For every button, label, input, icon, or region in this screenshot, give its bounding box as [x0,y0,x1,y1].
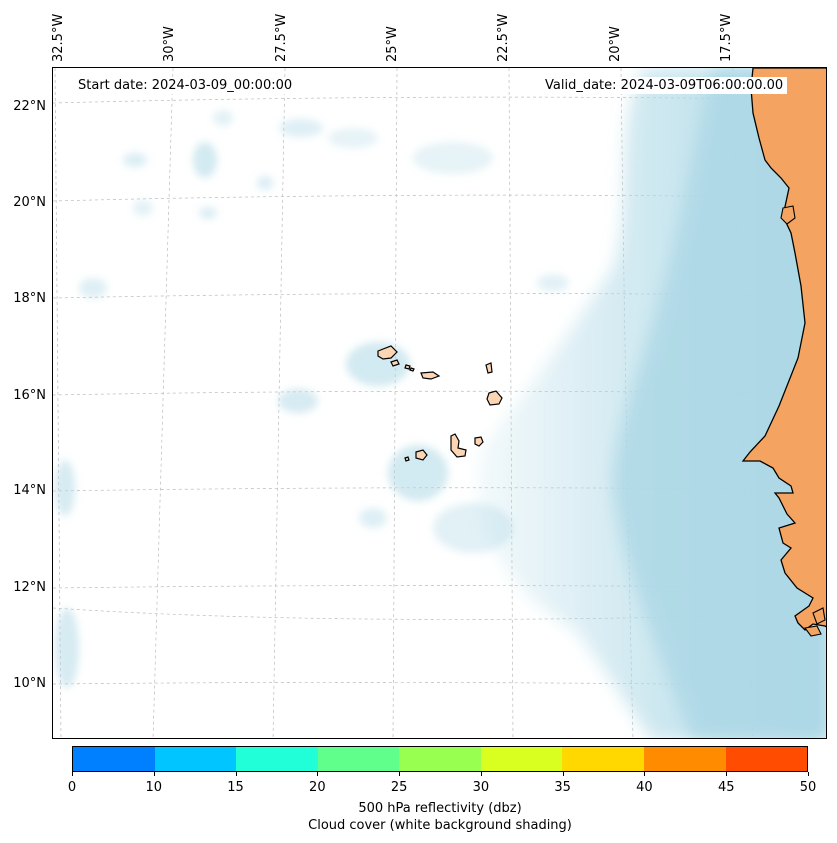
latitude-label: 16°N [13,388,46,403]
colorbar-tick-label: 0 [67,780,77,795]
longitude-label: 30°W [162,26,177,62]
colorbar-tick-label: 25 [390,780,408,795]
longitude-label: 27.5°W [274,13,289,62]
colorbar-tick-label: 40 [636,780,653,795]
colorbar-segment [154,747,237,771]
colorbar-tick-label: 45 [717,780,735,795]
colorbar-tick-label: 20 [309,780,326,795]
start-date-label: Start date: 2024-03-09_00:00:00 [74,77,297,94]
colorbar-tick-mark [399,772,401,776]
colorbar-tick-label: 30 [472,780,490,795]
colorbar-segment [399,747,481,771]
longitude-label: 22.5°W [496,13,511,62]
colorbar-segment [73,747,155,771]
latitude-label: 14°N [13,483,46,498]
colorbar-segment [317,747,400,771]
colorbar-tick-mark [317,772,319,776]
colorbar-segment [562,747,644,771]
colorbar-tick-label: 35 [554,780,571,795]
cape-verde-islands [377,345,503,462]
colorbar-tick-mark [562,772,564,776]
colorbar-tick-mark [644,772,646,776]
longitude-label: 17.5°W [719,13,734,62]
colorbar-tick-mark [726,772,728,776]
latitude-label: 22°N [13,99,46,114]
latitude-label: 10°N [13,676,46,691]
colorbar-tick-mark [235,772,237,776]
colorbar-tick-label: 50 [799,780,817,795]
colorbar-tick-label: 10 [145,780,163,795]
colorbar-segment [643,747,726,771]
africa-coastline [741,68,826,631]
reflectivity-colorbar [72,746,808,772]
colorbar-label: 500 hPa reflectivity (dbz) [358,801,522,816]
colorbar-tick-mark [480,772,482,776]
colorbar-sublabel: Cloud cover (white background shading) [308,818,572,833]
longitude-label: 25°W [385,26,400,62]
latitude-label: 20°N [13,195,46,210]
latitude-label: 18°N [13,291,46,306]
colorbar-segment [236,747,318,771]
coast-detail [804,625,822,637]
coast-detail [780,205,796,225]
colorbar-segment [725,747,808,771]
map-panel [52,67,827,739]
longitude-label: 32.5°W [51,13,66,62]
colorbar-tick-mark [153,772,155,776]
colorbar-tick-mark [72,772,73,776]
cloud-cover-shading [55,68,826,738]
latitude-label: 12°N [13,580,46,595]
map-canvas [53,68,826,738]
longitude-label: 20°W [608,26,623,62]
colorbar-tick-label: 15 [227,780,244,795]
coast-detail [812,607,826,625]
colorbar-segment [480,747,563,771]
colorbar-tick-mark [808,772,809,776]
valid-date-label: Valid_date: 2024-03-09T06:00:00.00 [541,77,788,94]
